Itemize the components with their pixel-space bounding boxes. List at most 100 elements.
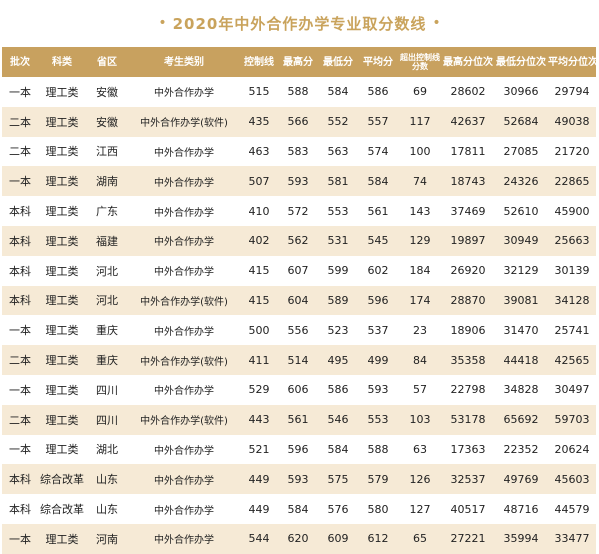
table-cell: 40517: [450, 502, 486, 516]
table-cell: 29794: [554, 85, 590, 99]
table-cell: 32537: [450, 472, 486, 486]
table-cell: 584: [327, 442, 349, 456]
table-cell: 514: [287, 353, 309, 367]
table-cell: 588: [287, 85, 309, 99]
table-cell: 35994: [503, 532, 539, 546]
header-cell: 省区: [97, 56, 117, 68]
table-row: 二本 理工类 重庆 中外合作办学(软件) 411 514 495 499 84 35358 4441…: [2, 345, 596, 375]
header-cell: 超出控制线分数: [400, 53, 440, 71]
table-cell: 本科: [9, 205, 31, 219]
table-cell: 理工类: [45, 145, 79, 159]
table-cell: 499: [367, 353, 389, 367]
table-cell: 586: [367, 85, 389, 99]
table-cell: 45900: [554, 204, 590, 218]
table-cell: 一本: [9, 532, 31, 546]
table-cell: 江西: [96, 145, 118, 159]
table-cell: 443: [248, 413, 270, 427]
table-cell: 52684: [503, 115, 539, 129]
table-cell: 山东: [96, 473, 118, 487]
table-cell: 理工类: [45, 413, 79, 427]
table-cell: 596: [287, 442, 309, 456]
table-cell: 586: [327, 383, 349, 397]
table-cell: 四川: [96, 413, 118, 427]
table-cell: 河北: [96, 264, 118, 278]
table-cell: 32129: [503, 264, 539, 278]
header-cell: 考生类别: [164, 56, 204, 68]
table-cell: 143: [409, 204, 431, 218]
table-row: 一本 理工类 安徽 中外合作办学 515 588 584 586 69 28602 30966 297…: [2, 77, 596, 107]
table-cell: 127: [409, 502, 431, 516]
table-cell: 529: [248, 383, 270, 397]
table-cell: 599: [327, 264, 349, 278]
table-cell: 556: [287, 323, 309, 337]
table-cell: 理工类: [45, 443, 79, 457]
table-cell: 620: [287, 532, 309, 546]
table-cell: 18743: [450, 174, 486, 188]
header-cell: 最低分: [323, 56, 353, 68]
table-body: 一本 理工类 安徽 中外合作办学 515 588 584 586 69 28602 30966 297…: [2, 77, 596, 554]
table-cell: 415: [248, 264, 270, 278]
table-row: 本科 理工类 福建 中外合作办学 402 562 531 545 129 19897 30949 25…: [2, 225, 596, 256]
table-cell: 21720: [554, 144, 590, 158]
table-cell: 一本: [9, 443, 31, 457]
page-title: 2020年中外合作办学专业取分数线: [172, 14, 427, 33]
table-cell: 河南: [96, 532, 118, 546]
table-cell: 本科: [9, 294, 31, 308]
header-cell: 科类: [52, 56, 72, 68]
table-cell: 49038: [554, 115, 590, 129]
table-cell: 四川: [96, 383, 118, 397]
table-cell: 本科: [9, 264, 31, 278]
table-cell: 中外合作办学(软件): [140, 416, 228, 428]
table-cell: 综合改革: [40, 473, 84, 487]
table-cell: 中外合作办学: [154, 88, 214, 100]
table-cell: 山东: [96, 503, 118, 517]
table-cell: 理工类: [45, 383, 79, 397]
table-cell: 59703: [554, 413, 590, 427]
table-cell: 一本: [9, 175, 31, 189]
table-row: 一本 理工类 河南 中外合作办学 544 620 609 612 65 27221 35994 334…: [2, 523, 596, 554]
header-cell: 平均分位次: [548, 56, 596, 68]
table-cell: 57: [413, 383, 427, 397]
table-header-row: 批次 科类 省区 考生类别 控制线 最高分 最低分 平均分 超出控制线分数 最高…: [2, 47, 596, 77]
table-cell: 中外合作办学(软件): [140, 118, 228, 130]
table-cell: 18906: [450, 323, 486, 337]
table-cell: 562: [287, 234, 309, 248]
table-row: 本科 理工类 河北 中外合作办学 415 607 599 602 184 26920 32129 30…: [2, 255, 596, 286]
table-row: 一本 理工类 四川 中外合作办学 529 606 586 593 57 22798 34828 304…: [2, 374, 596, 405]
table-row: 本科 理工类 河北 中外合作办学(软件) 415 604 589 596 174 28870 390…: [2, 285, 596, 316]
header-cell: 最高分位次: [443, 56, 493, 68]
table-cell: 湖南: [96, 175, 118, 189]
table-cell: 28602: [450, 85, 486, 99]
table-cell: 100: [409, 144, 431, 158]
table-cell: 593: [367, 383, 389, 397]
table-cell: 中外合作办学(软件): [140, 356, 228, 368]
table-cell: 52610: [503, 204, 539, 218]
table-row: 一本 理工类 湖南 中外合作办学 507 593 581 584 74 18743 24326 228…: [2, 166, 596, 197]
table-row: 二本 理工类 四川 中外合作办学(软件) 443 561 546 553 103 53178 656…: [2, 404, 596, 435]
table-cell: 理工类: [45, 264, 79, 278]
table-cell: 中外合作办学: [154, 505, 214, 517]
table-cell: 415: [248, 293, 270, 307]
table-cell: 17363: [450, 442, 486, 456]
table-cell: 20624: [554, 442, 590, 456]
table-cell: 588: [367, 442, 389, 456]
table-cell: 理工类: [45, 175, 79, 189]
table-cell: 612: [367, 532, 389, 546]
table-cell: 本科: [9, 503, 31, 517]
table-cell: 中外合作办学: [154, 147, 214, 159]
table-cell: 二本: [9, 145, 31, 159]
title-right-dot: •: [432, 15, 441, 31]
table-cell: 593: [287, 174, 309, 188]
table-cell: 19897: [450, 234, 486, 248]
table-cell: 39081: [503, 293, 539, 307]
table-cell: 24326: [503, 174, 539, 188]
title-bar: • 2020年中外合作办学专业取分数线 •: [0, 0, 599, 46]
table-cell: 579: [367, 472, 389, 486]
table-cell: 583: [287, 144, 309, 158]
table-cell: 604: [287, 293, 309, 307]
table-cell: 435: [248, 115, 270, 129]
table-cell: 34828: [503, 383, 539, 397]
table-cell: 福建: [96, 234, 118, 248]
table-cell: 495: [327, 353, 349, 367]
table-cell: 174: [409, 293, 431, 307]
